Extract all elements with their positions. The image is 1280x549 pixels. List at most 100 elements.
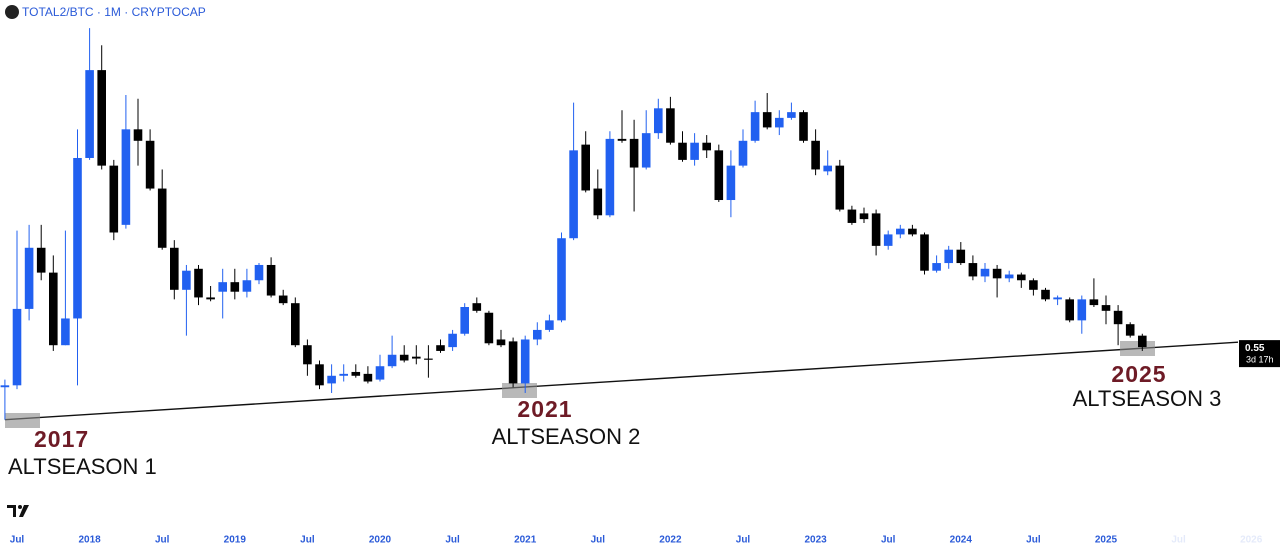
candle-body [1053,297,1062,300]
x-tick-label: Jul [591,535,606,546]
candle-body [932,263,941,271]
candle-body [702,142,711,151]
x-tick-label: Jul [736,535,751,546]
candle-body [690,142,699,160]
candle-body [170,247,179,290]
x-tick-label: Jul [445,535,460,546]
candle-body [1029,280,1038,290]
candle-body [0,385,10,388]
candle-body [944,249,953,264]
candle-body [327,375,336,384]
annotation-label: ALTSEASON 1 [8,454,157,479]
candle-body [799,112,808,141]
annotation-year: 2017 [34,426,89,452]
symbol-logo [5,5,19,19]
candle-body [883,234,893,246]
candle-body [399,354,409,361]
candle-body [230,282,240,292]
candle-body [472,303,482,311]
x-tick-label: 2020 [369,535,392,546]
candle-body [242,280,252,292]
x-tick-label: Jul [10,535,25,546]
candle-body [726,165,736,201]
candle-body [762,112,772,128]
candle-body [956,249,966,264]
candle-body [460,306,469,334]
candle-body [24,247,34,309]
candle-body [484,312,494,344]
price-label-box [1239,340,1280,368]
candle-body [823,165,832,172]
candle-body [545,320,554,330]
candle-body [109,165,119,233]
candle-body [145,140,155,189]
candle-body [194,268,203,298]
x-tick-label: Jul [155,535,170,546]
candle-body [1125,324,1135,336]
candle-body [654,108,663,134]
candle-body [629,138,639,168]
candle-body [593,188,603,216]
candle-body [859,213,869,220]
candle-body [157,188,167,248]
price-label: 0.55 [1245,343,1265,354]
candle-body [678,142,687,160]
candle-body [508,341,518,384]
candle-body [339,373,348,376]
candle-body [750,112,760,141]
candle-body [775,117,784,128]
candle-body [1113,310,1123,325]
candle-body [920,234,929,271]
x-tick-label: Jul [1171,535,1186,546]
candle-body [714,150,724,201]
candle-body [871,213,881,246]
candle-body [835,165,845,210]
candle-body [738,140,748,166]
candle-body [1101,305,1111,311]
countdown: 3d 17h [1246,354,1274,364]
candle-body [387,354,397,367]
tradingview-logo [7,505,29,517]
candle-body [968,263,978,277]
candle-body [61,318,70,346]
candle-body [448,333,457,348]
candle-body [992,268,1002,279]
candle-body [787,112,796,118]
candle-body [641,133,651,168]
x-tick-label: Jul [1026,535,1041,546]
plot-area [0,28,1238,428]
candle-body [896,228,905,235]
candle-body [811,140,820,170]
candle-body [97,70,106,166]
x-tick-label: 2022 [659,535,682,546]
candle-body [847,209,857,223]
x-tick-label: 2025 [1095,535,1118,546]
candle-body [206,297,215,300]
candle-body [1065,299,1074,321]
candle-body [278,295,288,304]
candle-body [133,129,143,141]
candle-body [1041,289,1050,300]
x-tick-label: 2021 [514,535,537,546]
candle-body [1004,274,1014,279]
candle-body [375,366,385,380]
candle-body [73,157,82,319]
candle-body [291,303,300,346]
candle-body [436,345,445,351]
highlight-box [502,383,537,398]
candle-body [363,373,373,382]
candle-body [666,108,675,143]
candle-body [1138,335,1147,348]
candle-body [605,138,615,216]
candle-body [1077,299,1087,321]
candle-body [49,272,58,346]
x-tick-label: Jul [881,535,896,546]
candle-body [266,264,276,296]
candle-body [581,144,590,191]
candle-body [496,339,506,346]
candle-body [980,268,990,277]
highlight-box [5,413,40,428]
candle-body [36,247,46,273]
candle-body [520,339,530,384]
